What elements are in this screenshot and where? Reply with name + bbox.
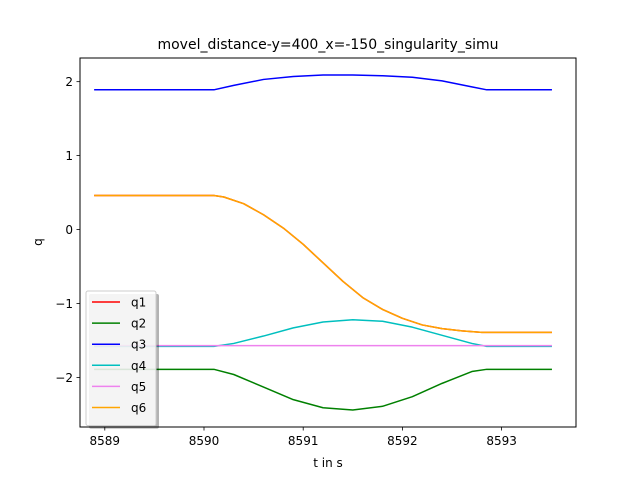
legend-label-q4: q4 xyxy=(131,359,146,373)
series-layer xyxy=(94,74,552,411)
legend: q1 q2 q3 q4 q5 q6 xyxy=(85,290,159,429)
series-line-q3 xyxy=(94,74,552,91)
legend-box xyxy=(85,290,157,427)
chart-title: movel_distance-y=400_x=-150_singularity_… xyxy=(157,37,498,53)
series-line-q2 xyxy=(94,368,552,411)
series-line-q4 xyxy=(94,319,552,348)
y-tick-label: 0 xyxy=(65,223,73,237)
plot-area xyxy=(79,57,577,428)
x-tick-label: 8591 xyxy=(288,434,319,448)
y-tick-label: 1 xyxy=(65,149,73,163)
legend-label-q2: q2 xyxy=(131,317,146,331)
x-tick-label: 8593 xyxy=(486,434,517,448)
legend-label-q5: q5 xyxy=(131,380,146,394)
y-tick-label: −2 xyxy=(55,371,73,385)
legend-label-q1: q1 xyxy=(131,296,146,310)
series-line-q6 xyxy=(94,194,552,334)
legend-label-q3: q3 xyxy=(131,338,146,352)
x-axis-ticks: 8589 8590 8591 8592 8593 xyxy=(90,427,517,448)
y-tick-label: −1 xyxy=(55,297,73,311)
x-axis-label: t in s xyxy=(313,456,343,470)
y-tick-label: 2 xyxy=(65,75,73,89)
x-tick-label: 8590 xyxy=(189,434,220,448)
y-axis-label: q xyxy=(31,238,45,246)
plot-frame xyxy=(79,57,577,428)
y-axis-ticks: −2 −1 0 1 2 xyxy=(55,75,80,385)
legend-label-q6: q6 xyxy=(131,401,146,415)
x-tick-label: 8589 xyxy=(90,434,121,448)
x-tick-label: 8592 xyxy=(387,434,418,448)
